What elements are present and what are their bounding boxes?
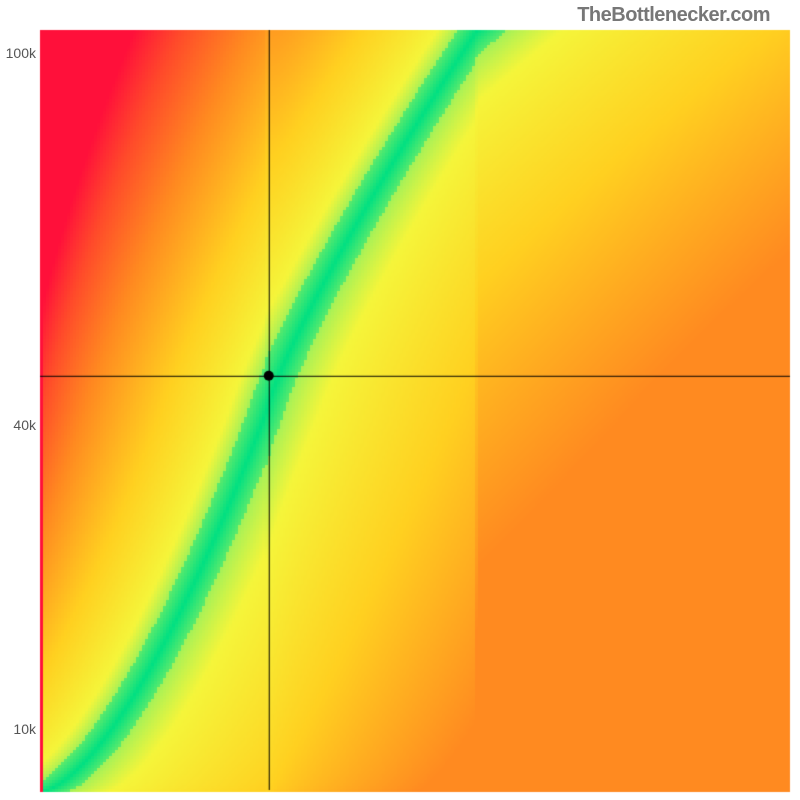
- y-tick-label: 40k: [0, 417, 36, 433]
- watermark-text: TheBottlenecker.com: [577, 4, 770, 27]
- y-tick-label: 10k: [0, 721, 36, 737]
- y-tick-label: 100k: [0, 45, 36, 61]
- bottleneck-heatmap: [0, 0, 800, 800]
